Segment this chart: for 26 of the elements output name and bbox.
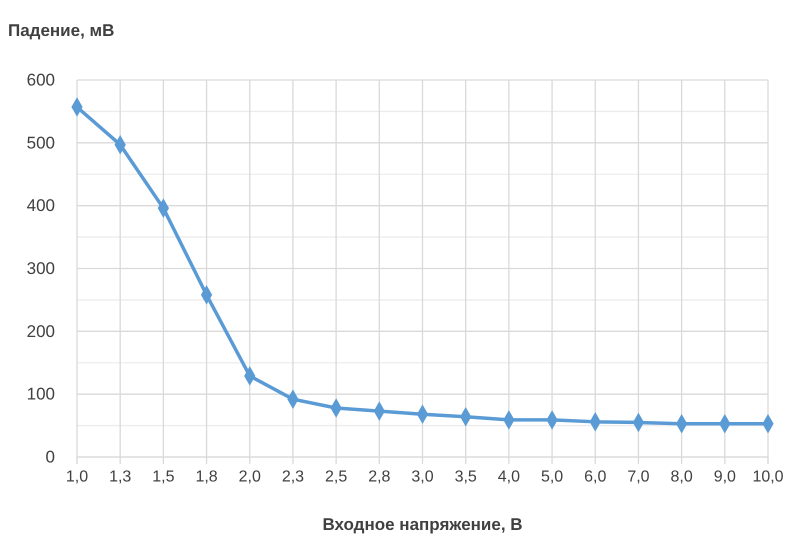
- x-tick-label: 6,0: [584, 468, 606, 486]
- x-tick-label: 9,0: [714, 468, 736, 486]
- x-tick-label: 7,0: [627, 468, 650, 486]
- y-tick-label: 100: [26, 384, 55, 404]
- y-tick-label: 200: [26, 322, 55, 341]
- y-tick-label: 600: [26, 70, 55, 90]
- x-tick-label: 5,0: [540, 468, 564, 486]
- x-tick-label: 3,5: [454, 468, 477, 486]
- y-tick-label: 0: [46, 447, 55, 466]
- x-tick-label: 2,8: [368, 468, 391, 486]
- x-tick-label: 2,5: [325, 468, 348, 486]
- x-tick-label: 2,3: [282, 468, 304, 486]
- x-tick-label: 4,0: [498, 468, 520, 486]
- x-tick-label: 2,0: [238, 468, 261, 486]
- x-tick-label: 3,0: [411, 468, 434, 486]
- y-tick-label: 300: [26, 258, 55, 278]
- x-tick-label: 8,0: [670, 468, 693, 486]
- x-tick-label: 1,3: [109, 468, 132, 486]
- x-axis-title: Входное напряжение, В: [322, 515, 523, 534]
- y-tick-label: 400: [26, 196, 55, 216]
- y-axis-title: Падение, мВ: [8, 21, 114, 40]
- x-tick-label: 1,5: [152, 468, 175, 486]
- y-tick-label: 500: [26, 133, 55, 152]
- x-tick-label: 1,8: [195, 468, 218, 486]
- x-tick-label: 1,0: [66, 468, 88, 486]
- x-tick-label: 10,0: [752, 468, 784, 486]
